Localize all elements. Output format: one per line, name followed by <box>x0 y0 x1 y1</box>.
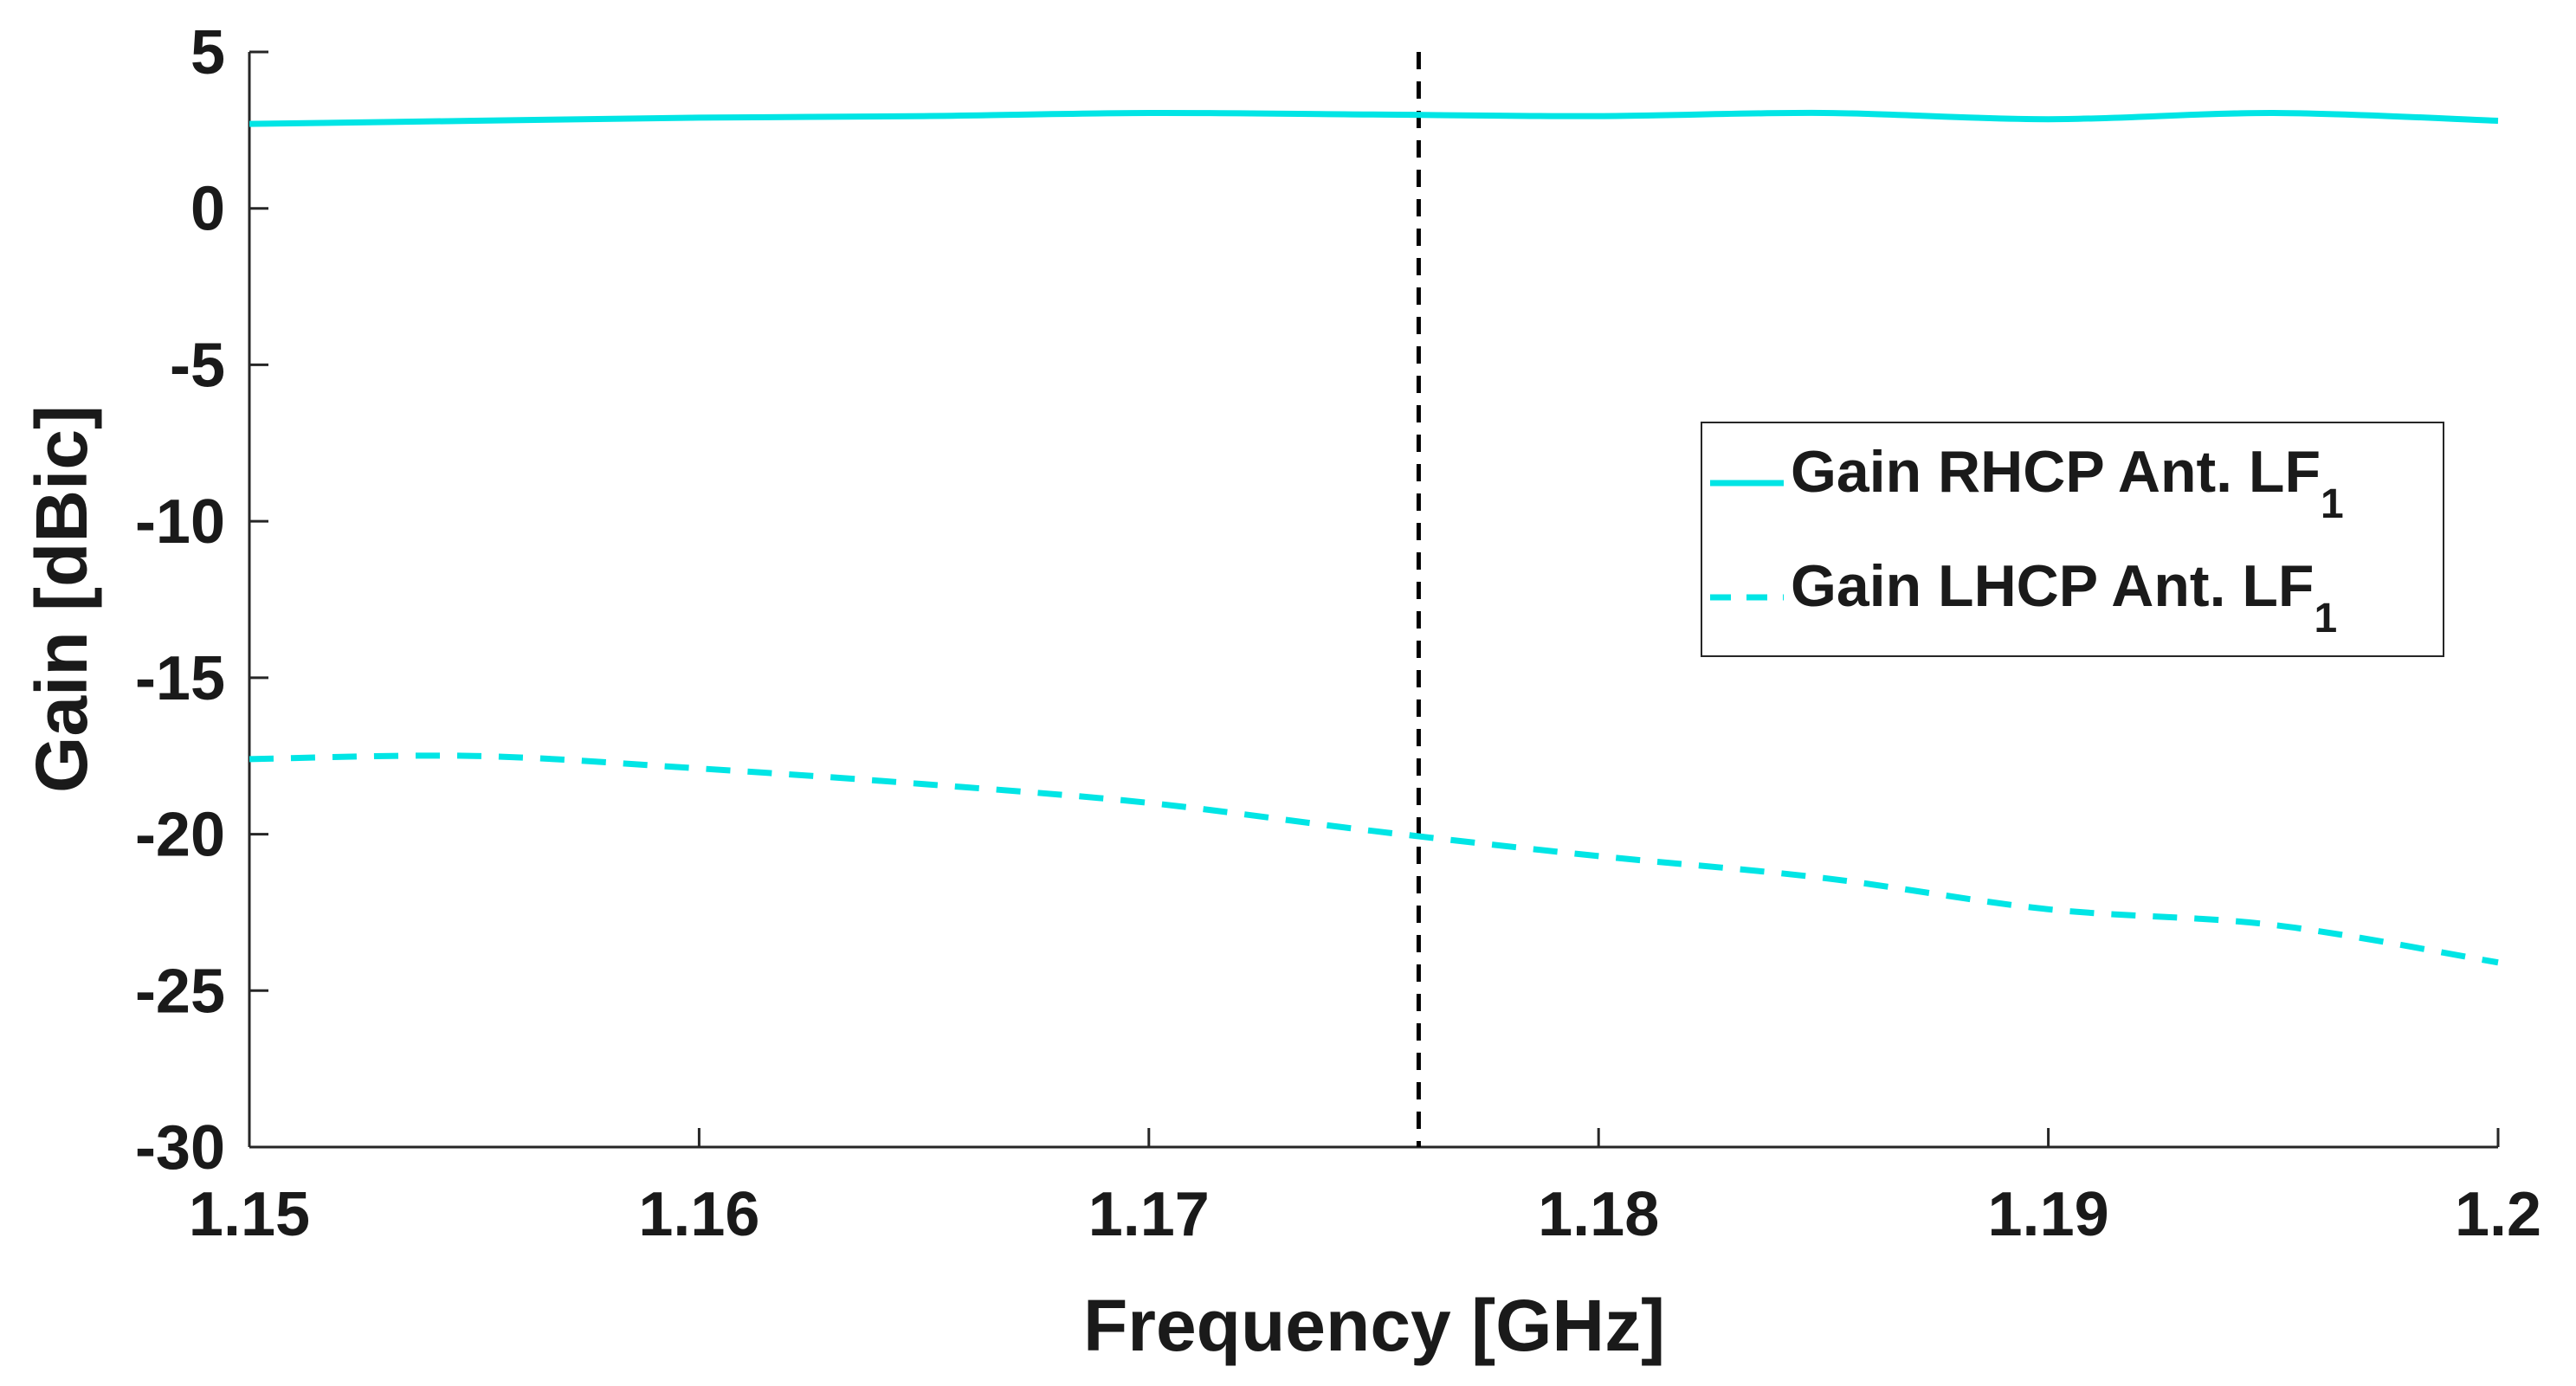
legend-label-lhcp-main: Gain LHCP Ant. LF <box>1791 553 2314 619</box>
x-tick-label: 1.18 <box>1538 1180 1659 1249</box>
axes <box>248 52 2498 1149</box>
x-tick-label: 1.17 <box>1088 1180 1210 1249</box>
y-axis-label: Gain [dBic] <box>21 405 102 793</box>
series-line-rhcp <box>249 109 2499 127</box>
y-tick-label: -5 <box>170 331 225 400</box>
x-tick-label: 1.15 <box>189 1180 310 1249</box>
y-tick-label: -15 <box>135 644 225 713</box>
y-tick-label: -10 <box>135 487 225 557</box>
legend-label-lhcp-sub: 1 <box>2314 596 2337 641</box>
y-tick-label: -30 <box>135 1113 225 1183</box>
legend-label-rhcp-main: Gain RHCP Ant. LF <box>1791 439 2321 505</box>
legend: Gain RHCP Ant. LF1 Gain LHCP Ant. LF1 <box>1701 422 2444 657</box>
x-tick-label: 1.16 <box>638 1180 759 1249</box>
legend-label-rhcp-sub: 1 <box>2321 481 2344 527</box>
x-tick-label: 1.2 <box>2455 1180 2541 1249</box>
y-tick-label: -25 <box>135 957 225 1026</box>
x-tick-label: 1.19 <box>1988 1180 2109 1249</box>
x-ticks: 1.15 1.16 1.17 1.18 1.19 1.2 <box>189 1128 2541 1249</box>
legend-label-lhcp: Gain LHCP Ant. LF1 <box>1791 553 2337 641</box>
series-line-lhcp <box>249 752 2499 966</box>
y-ticks: 5 0 -5 -10 -15 -20 -25 -30 <box>135 18 268 1183</box>
x-axis-label: Frequency [GHz] <box>1083 1285 1665 1366</box>
y-tick-label: 0 <box>190 175 225 244</box>
y-tick-label: -20 <box>135 801 225 870</box>
y-tick-label: 5 <box>190 18 225 87</box>
series-group <box>249 109 2499 966</box>
legend-box <box>1701 422 2444 657</box>
legend-label-rhcp: Gain RHCP Ant. LF1 <box>1791 439 2344 527</box>
